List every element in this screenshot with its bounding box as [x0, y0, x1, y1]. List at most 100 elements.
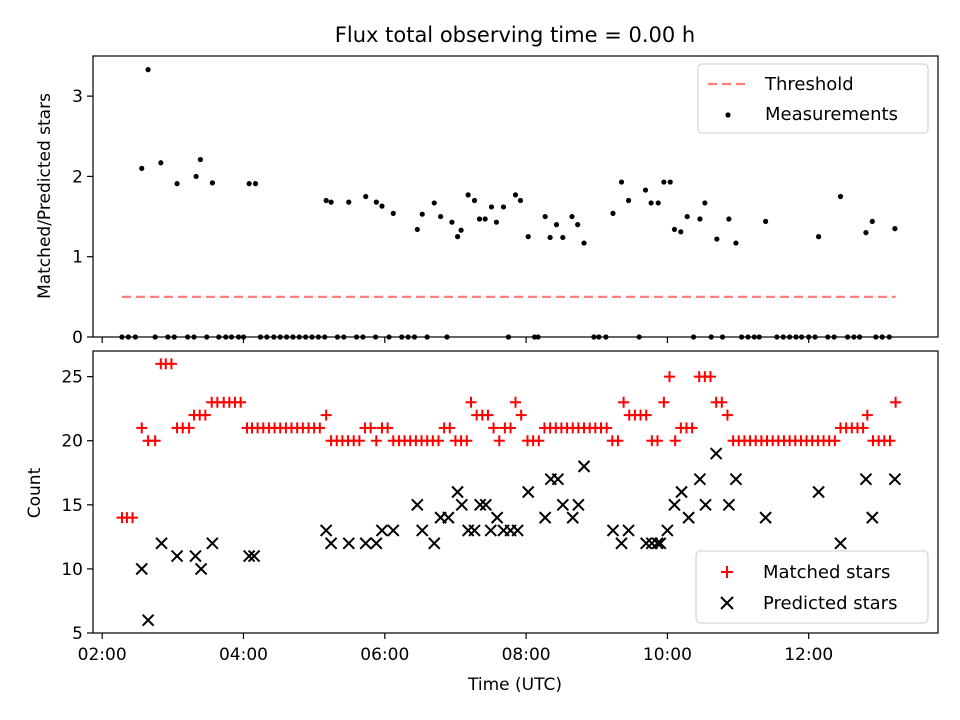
measurement-point — [642, 187, 649, 193]
measurement-point — [346, 199, 352, 205]
legend-threshold-label: Threshold — [764, 74, 854, 95]
measurement-point — [806, 334, 812, 340]
measurement-point — [815, 234, 822, 240]
y-tick-label: 10 — [61, 560, 83, 580]
measurement-point — [132, 334, 138, 340]
measurement-point — [322, 334, 328, 340]
legend-measurements-swatch — [725, 112, 731, 118]
predicted-star-marker — [866, 511, 879, 524]
predicted-star-marker — [387, 524, 400, 537]
measurement-point — [235, 334, 242, 340]
matched-star-marker — [686, 422, 698, 434]
matched-star-marker — [669, 435, 681, 447]
measurement-point — [517, 197, 524, 204]
matched-star-marker — [601, 422, 613, 434]
measurement-point — [431, 200, 437, 206]
measurement-point — [174, 181, 180, 187]
measurement-point — [636, 334, 642, 340]
measurement-point — [671, 226, 678, 233]
matched-star-marker — [199, 409, 211, 421]
matched-star-marker — [510, 396, 521, 408]
top-ylabel: Matched/Predicted stars — [35, 93, 55, 299]
predicted-star-marker — [479, 498, 493, 512]
measurement-point — [216, 334, 222, 340]
bottom-panel: 5 10 15 20 25 02:00 04:00 06:00 08:00 10:00 12:00… — [25, 350, 939, 695]
predicted-star-marker — [247, 549, 261, 563]
top-axes-frame — [92, 55, 939, 338]
predicted-star-marker — [242, 549, 256, 563]
x-tick-label: 04:00 — [219, 645, 268, 665]
predicted-star-marker — [141, 613, 155, 627]
predicted-star-marker — [370, 537, 383, 550]
measurement-point — [869, 218, 875, 224]
matched-star-marker — [314, 422, 326, 434]
measurement-point — [458, 227, 464, 233]
measurement-point — [856, 334, 863, 340]
measurement-point — [277, 334, 283, 340]
measurement-point — [152, 334, 158, 340]
measurement-point — [831, 334, 837, 340]
measurement-point — [296, 334, 302, 340]
measurement-point — [575, 222, 581, 228]
measurement-point — [360, 334, 366, 340]
measurement-point — [774, 334, 780, 340]
measurement-point — [323, 197, 329, 204]
measurement-point — [315, 334, 321, 340]
measurement-point — [763, 218, 769, 224]
measurement-point — [454, 234, 461, 240]
matched-star-marker — [716, 396, 728, 408]
x-tick-label: 06:00 — [360, 645, 409, 665]
measurement-point — [505, 334, 512, 340]
measurement-point — [610, 210, 616, 216]
y-tick-label: 2 — [72, 167, 83, 187]
predicted-star-marker — [511, 524, 524, 537]
measurement-point — [125, 334, 131, 340]
predicted-star-marker — [729, 472, 743, 486]
legend-matched-swatch — [721, 566, 733, 578]
y-tick-label: 15 — [61, 496, 83, 516]
legend-matched-label: Matched stars — [763, 562, 890, 583]
measurement-point — [596, 334, 602, 340]
predicted-star-marker — [551, 472, 565, 486]
measurement-point — [334, 334, 341, 340]
matched-star-marker — [505, 422, 517, 434]
measurement-point — [264, 334, 270, 340]
predicted-star-marker — [319, 524, 333, 537]
matched-star-marker — [136, 422, 148, 434]
predicted-star-marker — [834, 537, 847, 550]
predicted-star-marker — [538, 511, 552, 524]
measurement-point — [171, 334, 177, 340]
measurement-point — [197, 156, 203, 163]
measurement-point — [449, 219, 455, 225]
measurement-point — [535, 334, 541, 340]
matched-star-marker — [488, 422, 500, 434]
measurement-point — [569, 213, 575, 220]
x-tick-label: 02:00 — [78, 645, 127, 665]
predicted-star-marker — [566, 511, 579, 524]
measurement-point — [414, 226, 420, 233]
predicted-star-marker — [522, 485, 535, 499]
measurement-point — [751, 334, 757, 340]
predicted-star-marker — [428, 537, 441, 550]
measurement-point — [493, 219, 500, 225]
bottom-axes-frame — [92, 350, 939, 634]
matched-star-marker — [235, 396, 247, 408]
predicted-star-marker — [484, 524, 497, 537]
predicted-star-marker — [473, 498, 487, 512]
predicted-star-marker — [606, 524, 620, 537]
y-tick-label: 20 — [61, 432, 83, 452]
measurement-point — [341, 334, 347, 340]
measurement-point — [303, 334, 309, 340]
matched-star-marker — [640, 409, 652, 421]
matched-star-marker — [515, 409, 527, 421]
measurement-point — [892, 226, 898, 232]
matched-star-marker — [382, 422, 394, 434]
measurement-point — [465, 192, 471, 198]
matched-star-marker — [612, 435, 624, 447]
top-y-ticks: 0 1 2 3 — [72, 87, 93, 348]
measurement-point — [246, 181, 252, 187]
top-legend: Threshold Measurements — [697, 63, 929, 134]
measurement-point — [191, 334, 197, 340]
measurement-point — [283, 334, 290, 340]
